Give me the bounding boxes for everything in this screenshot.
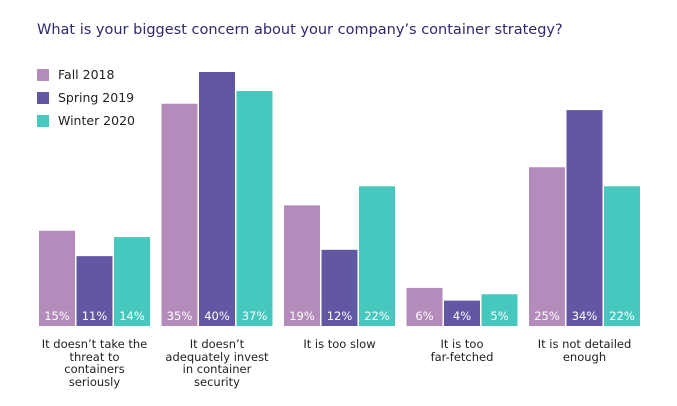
category-label: It doesn’t take the threat to containers… [41,337,148,389]
legend-item-winter-2020: Winter 2020 [37,109,135,132]
bar [444,300,480,326]
bar-value-label: 4% [453,309,471,323]
bar-value-label: 6% [415,309,433,323]
category-label: It is too far-fetched [430,337,494,364]
bar [406,287,443,326]
legend-swatch [37,68,49,81]
chart-title: What is your biggest concern about your … [37,22,563,38]
legend-label: Winter 2020 [58,113,135,128]
bar [604,186,640,326]
category-label: It is not detailed enough [537,337,632,364]
bar [114,237,150,326]
bar [359,186,395,326]
bar-value-label: 14% [119,309,145,323]
bar-value-label: 25% [534,309,560,323]
category-label: It is too slow [303,337,376,351]
bar-value-label: 22% [609,309,635,323]
bar-value-label: 11% [82,309,108,323]
bar-value-label: 34% [572,309,598,323]
bar-value-label: 35% [167,309,193,323]
category-label: It doesn’t adequately invest in containe… [165,337,269,389]
bar [481,294,518,326]
bar-value-label: 37% [242,309,268,323]
bar [284,205,320,326]
bar [199,72,235,326]
legend-swatch [37,91,49,104]
legend-item-fall-2018: Fall 2018 [37,63,135,86]
bar-value-label: 12% [327,309,353,323]
bar [76,256,113,326]
bar [39,230,75,326]
bar-value-label: 19% [289,309,315,323]
legend-label: Fall 2018 [58,67,115,82]
bar [566,110,603,326]
bar-value-label: 5% [490,309,508,323]
bar-value-label: 15% [44,309,70,323]
legend-swatch [37,114,49,127]
legend-label: Spring 2019 [58,90,135,105]
bar [321,249,358,326]
bar-value-label: 40% [204,309,230,323]
bar [161,103,198,326]
legend-item-spring-2019: Spring 2019 [37,86,135,109]
bar-value-label: 22% [364,309,390,323]
bar [236,91,273,326]
legend: Fall 2018 Spring 2019 Winter 2020 [37,63,135,132]
bar [529,167,565,326]
